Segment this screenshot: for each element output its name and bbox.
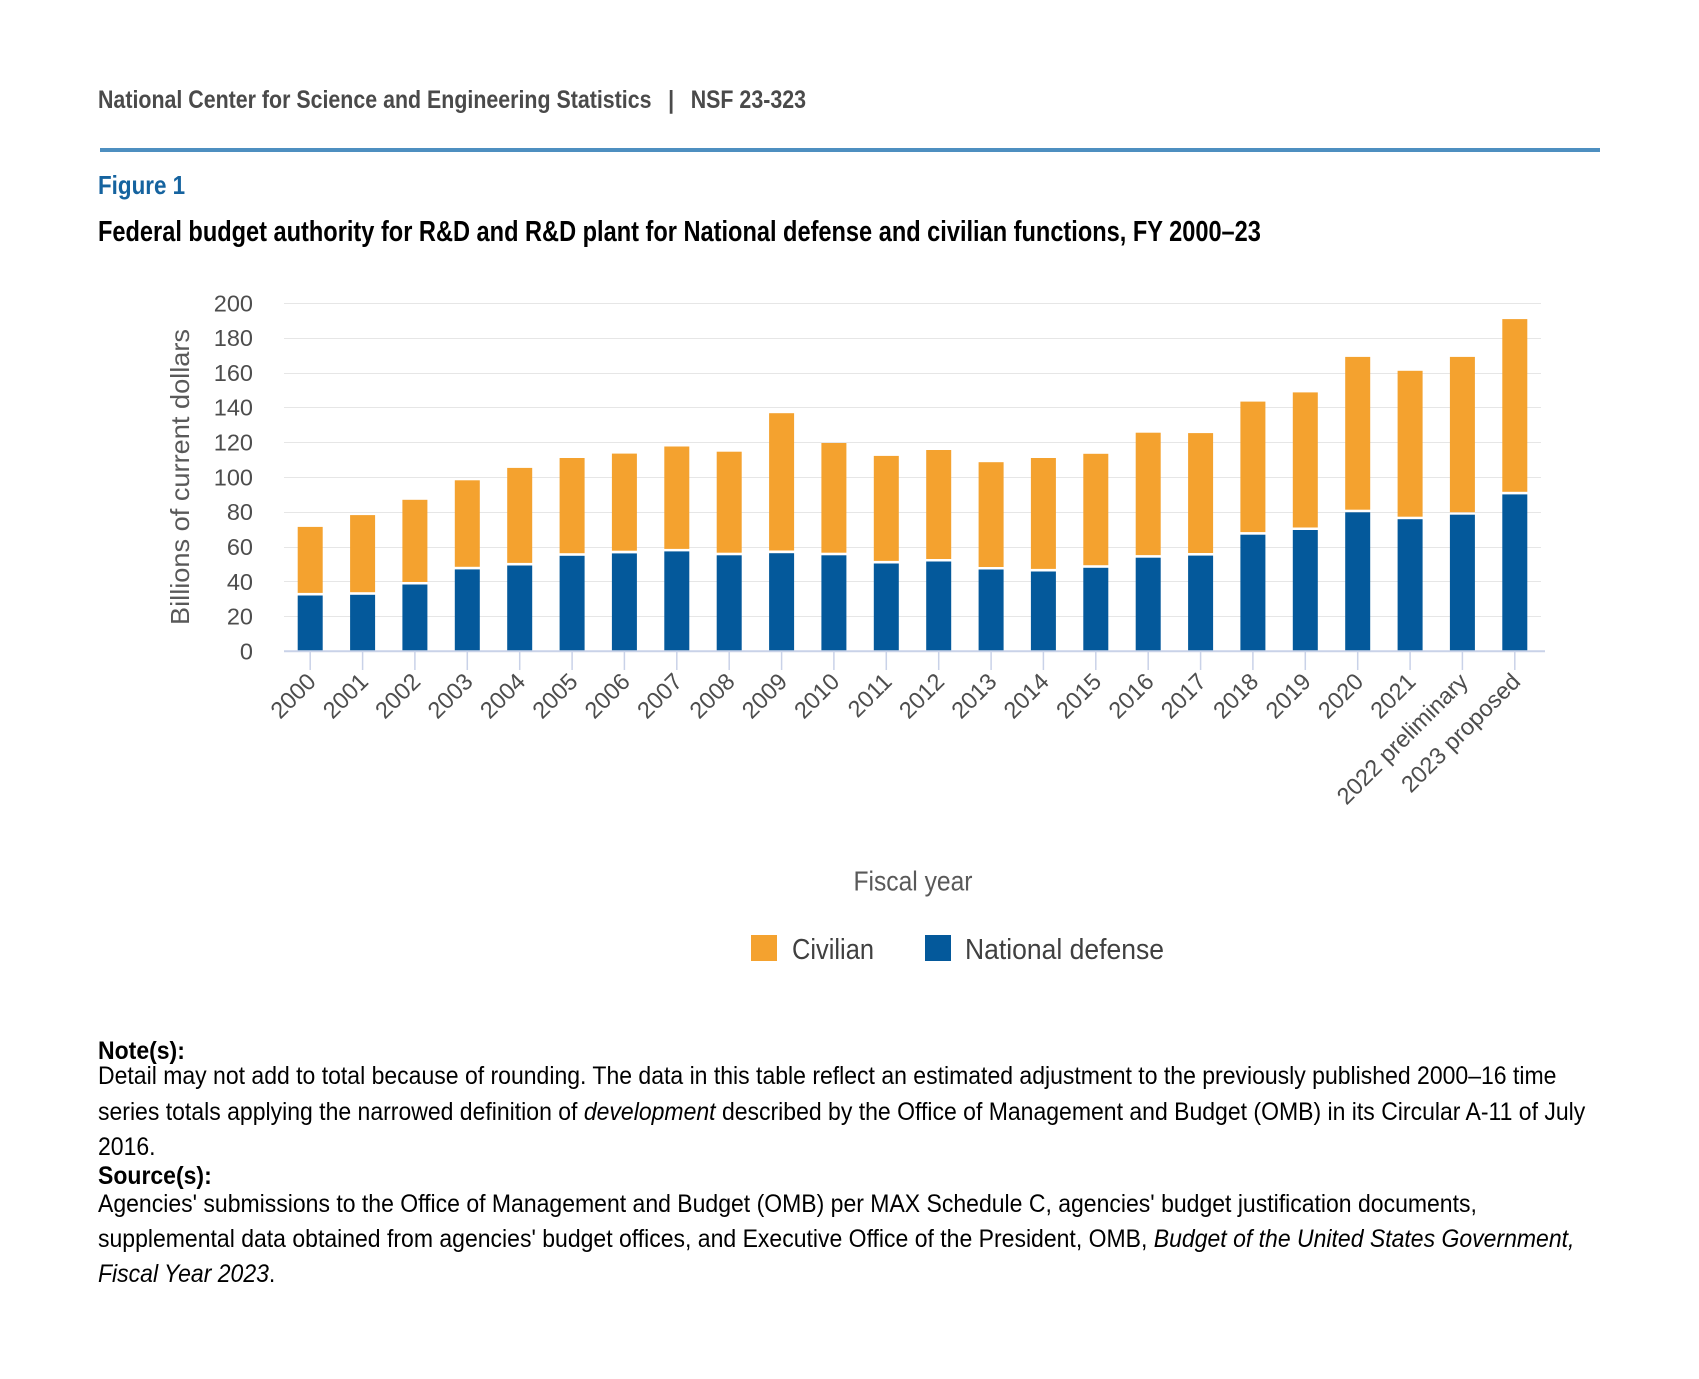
svg-text:2020: 2020 [1313, 668, 1368, 723]
svg-text:Civilian: Civilian [792, 934, 874, 966]
svg-text:2004: 2004 [475, 668, 530, 723]
svg-text:60: 60 [227, 534, 253, 560]
svg-text:Fiscal year: Fiscal year [854, 866, 973, 897]
svg-text:0: 0 [240, 638, 253, 664]
svg-text:140: 140 [214, 395, 253, 421]
svg-text:180: 180 [214, 325, 253, 351]
svg-text:20: 20 [227, 604, 253, 630]
svg-text:Billions of current dollars: Billions of current dollars [165, 329, 195, 625]
svg-text:120: 120 [214, 430, 253, 456]
svg-text:2018: 2018 [1208, 668, 1263, 723]
svg-text:2019: 2019 [1260, 668, 1315, 723]
svg-text:200: 200 [214, 290, 253, 316]
svg-text:2001: 2001 [318, 668, 373, 723]
svg-text:100: 100 [214, 464, 253, 490]
svg-text:80: 80 [227, 499, 253, 525]
svg-text:2007: 2007 [632, 668, 687, 723]
svg-text:2002: 2002 [370, 668, 425, 723]
svg-text:2016: 2016 [1103, 668, 1158, 723]
svg-text:2013: 2013 [946, 668, 1001, 723]
svg-text:2015: 2015 [1051, 668, 1106, 723]
svg-text:2008: 2008 [684, 668, 739, 723]
svg-text:2005: 2005 [527, 668, 582, 723]
svg-text:2017: 2017 [1156, 668, 1211, 723]
svg-text:2009: 2009 [737, 668, 792, 723]
svg-text:2000: 2000 [265, 668, 320, 723]
svg-text:2006: 2006 [580, 668, 635, 723]
svg-text:National defense: National defense [965, 934, 1164, 966]
svg-text:2011: 2011 [843, 668, 897, 722]
svg-text:160: 160 [214, 360, 253, 386]
svg-text:2010: 2010 [789, 668, 844, 723]
svg-text:2014: 2014 [999, 668, 1054, 723]
svg-text:2003: 2003 [422, 668, 477, 723]
svg-text:2012: 2012 [894, 668, 949, 723]
svg-text:40: 40 [227, 569, 253, 595]
